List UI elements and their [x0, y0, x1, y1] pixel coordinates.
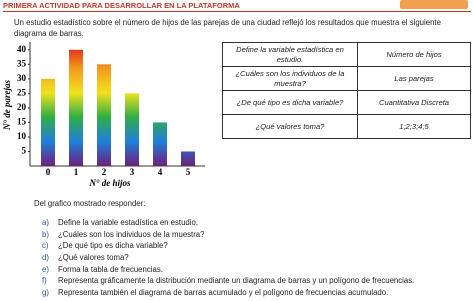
intro-text: Un estudio estadístico sobre el número d… — [14, 18, 441, 38]
bar — [41, 78, 55, 166]
table-row: ¿De qué tipo es dicha variable? Cuantitat… — [222, 90, 471, 115]
answer-table: Define la variable estadística en estudi… — [222, 42, 471, 139]
answer-cell: Las parejas — [357, 66, 471, 91]
x-axis-label: N° de hijos — [88, 178, 131, 188]
bar — [97, 64, 111, 166]
y-tick-label: 40 — [17, 44, 27, 54]
y-axis-label: N° de parejas — [2, 79, 12, 131]
y-tick-label: 20 — [17, 102, 27, 112]
question-cell: ¿Qué valores toma? — [222, 114, 358, 139]
question-item: a) Define la variable estadística en estu… — [42, 218, 414, 230]
item-text: Define la variable estadística en estudi… — [58, 218, 198, 227]
question-cell: ¿Cuáles son los individuos de la muestra… — [222, 66, 358, 91]
x-tick-label: 2 — [102, 167, 107, 177]
y-tick-label: 25 — [17, 87, 27, 97]
title-rule — [3, 11, 471, 12]
item-text: ¿Cuáles son los individuos de la muestra… — [58, 229, 205, 239]
bar — [181, 151, 195, 166]
item-letter: c) — [42, 241, 49, 251]
answer-cell: 1;2;3;4;5 — [357, 114, 471, 139]
x-tick-label: 4 — [158, 167, 163, 177]
item-text: Representa gráficamente la distribución … — [58, 276, 415, 286]
questions-list: a) Define la variable estadística en estu… — [42, 218, 414, 300]
item-letter: f) — [42, 276, 47, 286]
answer-cell: Número de hijos — [357, 42, 471, 67]
item-text: ¿Qué valores toma? — [58, 253, 129, 263]
question-item: d) ¿Qué valores toma? — [42, 253, 414, 265]
y-tick-label: 5 — [22, 146, 27, 156]
table-row: Define la variable estadística en estudi… — [222, 42, 471, 67]
question-item: b) ¿Cuáles son los individuos de la muest… — [42, 230, 414, 242]
table-row: ¿Cuáles son los individuos de la muestra… — [222, 66, 471, 91]
bar-chart: 5 10 15 20 25 30 35 40 0 1 2 3 4 5 N° de hijos N° de pa… — [2, 42, 205, 188]
question-cell: ¿De qué tipo es dicha variable? — [222, 90, 358, 115]
bar — [69, 49, 83, 166]
bar — [153, 122, 167, 166]
table-row: ¿Qué valores toma? 1;2;3;4;5 — [222, 114, 471, 139]
bar — [125, 93, 139, 166]
item-letter: g) — [42, 288, 49, 298]
item-text: Forma la tabla de frecuencias. — [58, 264, 163, 274]
y-tick-label: 30 — [17, 73, 27, 83]
item-letter: d) — [42, 253, 49, 263]
x-tick-label: 5 — [186, 167, 191, 177]
question-cell: Define la variable estadística en estudi… — [222, 42, 358, 67]
y-tick-label: 10 — [17, 131, 27, 141]
question-item: f) Representa gráficamente la distribució… — [42, 276, 414, 288]
page-title: PRIMERA ACTIVIDAD PARA DESARROLLAR EN LA… — [3, 1, 240, 10]
answer-cell: Cuantitativa Discreta — [357, 90, 471, 115]
x-tick-label: 0 — [46, 167, 51, 177]
item-letter: e) — [42, 264, 49, 274]
question-item: g) Representa también el diagrama de barr… — [42, 288, 414, 300]
question-item: e) Forma la tabla de frecuencias. — [42, 265, 414, 277]
question-item: c) ¿De qué tipo es dicha variable? — [42, 241, 414, 253]
item-text: Representa también el diagrama de barras… — [58, 288, 389, 298]
y-tick-label: 35 — [17, 58, 27, 68]
item-letter: a) — [42, 218, 49, 227]
x-tick-label: 3 — [130, 167, 135, 177]
item-text: ¿De qué tipo es dicha variable? — [58, 241, 168, 251]
header-badge — [400, 0, 468, 9]
item-letter: b) — [42, 229, 49, 239]
questions-heading: Del grafico mostrado responder: — [34, 199, 146, 208]
y-tick-label: 15 — [17, 116, 27, 126]
x-tick-label: 1 — [74, 167, 79, 177]
